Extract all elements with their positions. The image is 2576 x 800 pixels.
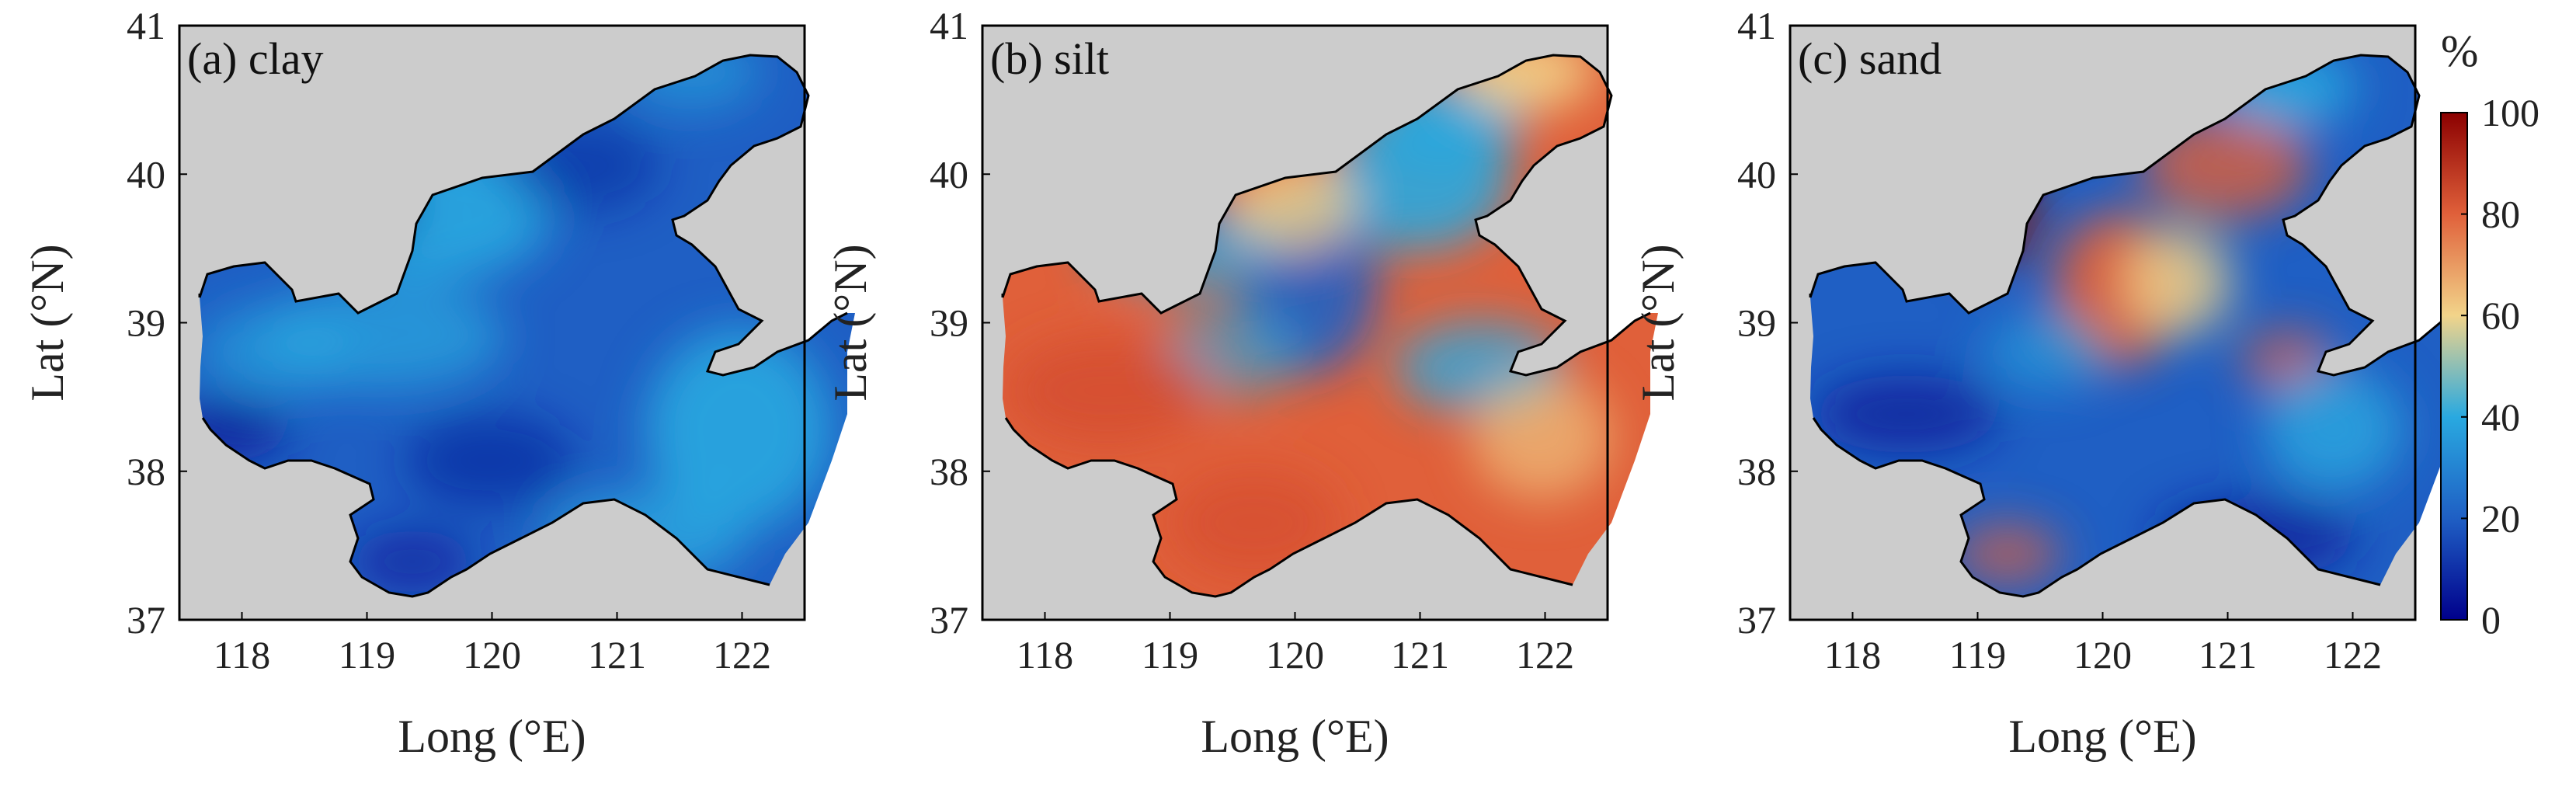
panel-label: (c) sand (1798, 33, 1942, 84)
colorbar: % 0 20 40 60 80 100 (2440, 26, 2539, 642)
x-axis-title: Long (°E) (2008, 711, 2196, 762)
x-tick-label: 122 (1516, 633, 1574, 677)
colorbar-tick-label: 40 (2481, 395, 2520, 439)
y-tick-label: 40 (1737, 152, 1776, 196)
x-tick-label: 120 (2074, 633, 2132, 677)
x-tick-label: 118 (1824, 633, 1881, 677)
y-axis-title: Lat (°N) (1632, 244, 1684, 401)
panel-label: (a) clay (187, 33, 323, 84)
y-axis-title: Lat (°N) (22, 244, 73, 401)
colorbar-tick-label: 20 (2481, 496, 2520, 540)
y-tick-label: 37 (1737, 598, 1776, 642)
x-tick-label: 118 (1017, 633, 1073, 677)
x-axis-title: Long (°E) (1201, 711, 1389, 762)
colorbar-tick-label: 0 (2481, 598, 2501, 642)
y-axis-title: Lat (°N) (825, 244, 876, 401)
y-tick-label: 41 (930, 4, 968, 47)
y-tick-label: 37 (127, 598, 165, 642)
y-tick-label: 38 (127, 450, 165, 493)
x-tick-label: 121 (588, 633, 646, 677)
map-panel-silt: (b) silt (981, 24, 1658, 621)
x-tick-label: 119 (339, 633, 395, 677)
x-tick-label: 119 (1949, 633, 2006, 677)
x-tick-label: 119 (1142, 633, 1198, 677)
colorbar-ticks: 0 20 40 60 80 100 (2461, 91, 2539, 642)
y-tick-label: 41 (127, 4, 165, 47)
x-tick-label: 121 (1391, 633, 1449, 677)
y-tick-label: 40 (127, 152, 165, 196)
y-tick-label: 38 (930, 450, 968, 493)
colorbar-tick-label: 80 (2481, 193, 2520, 236)
x-tick-label: 120 (1266, 633, 1324, 677)
map-panel-sand: (c) sand (1789, 24, 2466, 621)
y-tick-label: 37 (930, 598, 968, 642)
y-tick-label: 39 (127, 301, 165, 345)
x-tick-label: 120 (463, 633, 521, 677)
colorbar-tick-label: 100 (2481, 91, 2539, 134)
x-axis-title: Long (°E) (398, 711, 586, 762)
y-tick-label: 39 (1737, 301, 1776, 345)
y-tick-label: 38 (1737, 450, 1776, 493)
y-tick-label: 40 (930, 152, 968, 196)
colorbar-unit: % (2441, 26, 2478, 76)
x-tick-label: 121 (2199, 633, 2257, 677)
y-tick-label: 41 (1737, 4, 1776, 47)
colorbar-tick-label: 60 (2481, 294, 2520, 337)
colorbar-scale (2440, 112, 2468, 621)
x-tick-label: 122 (2324, 633, 2382, 677)
map-panel-clay: (a) clay (178, 24, 855, 621)
axes-layer: 118 119 120 121 122 37 38 39 40 41 Long (°E) Lat (°… (22, 4, 2382, 762)
panel-label: (b) silt (990, 33, 1109, 84)
y-tick-label: 39 (930, 301, 968, 345)
x-tick-label: 118 (214, 633, 270, 677)
x-tick-label: 122 (713, 633, 771, 677)
